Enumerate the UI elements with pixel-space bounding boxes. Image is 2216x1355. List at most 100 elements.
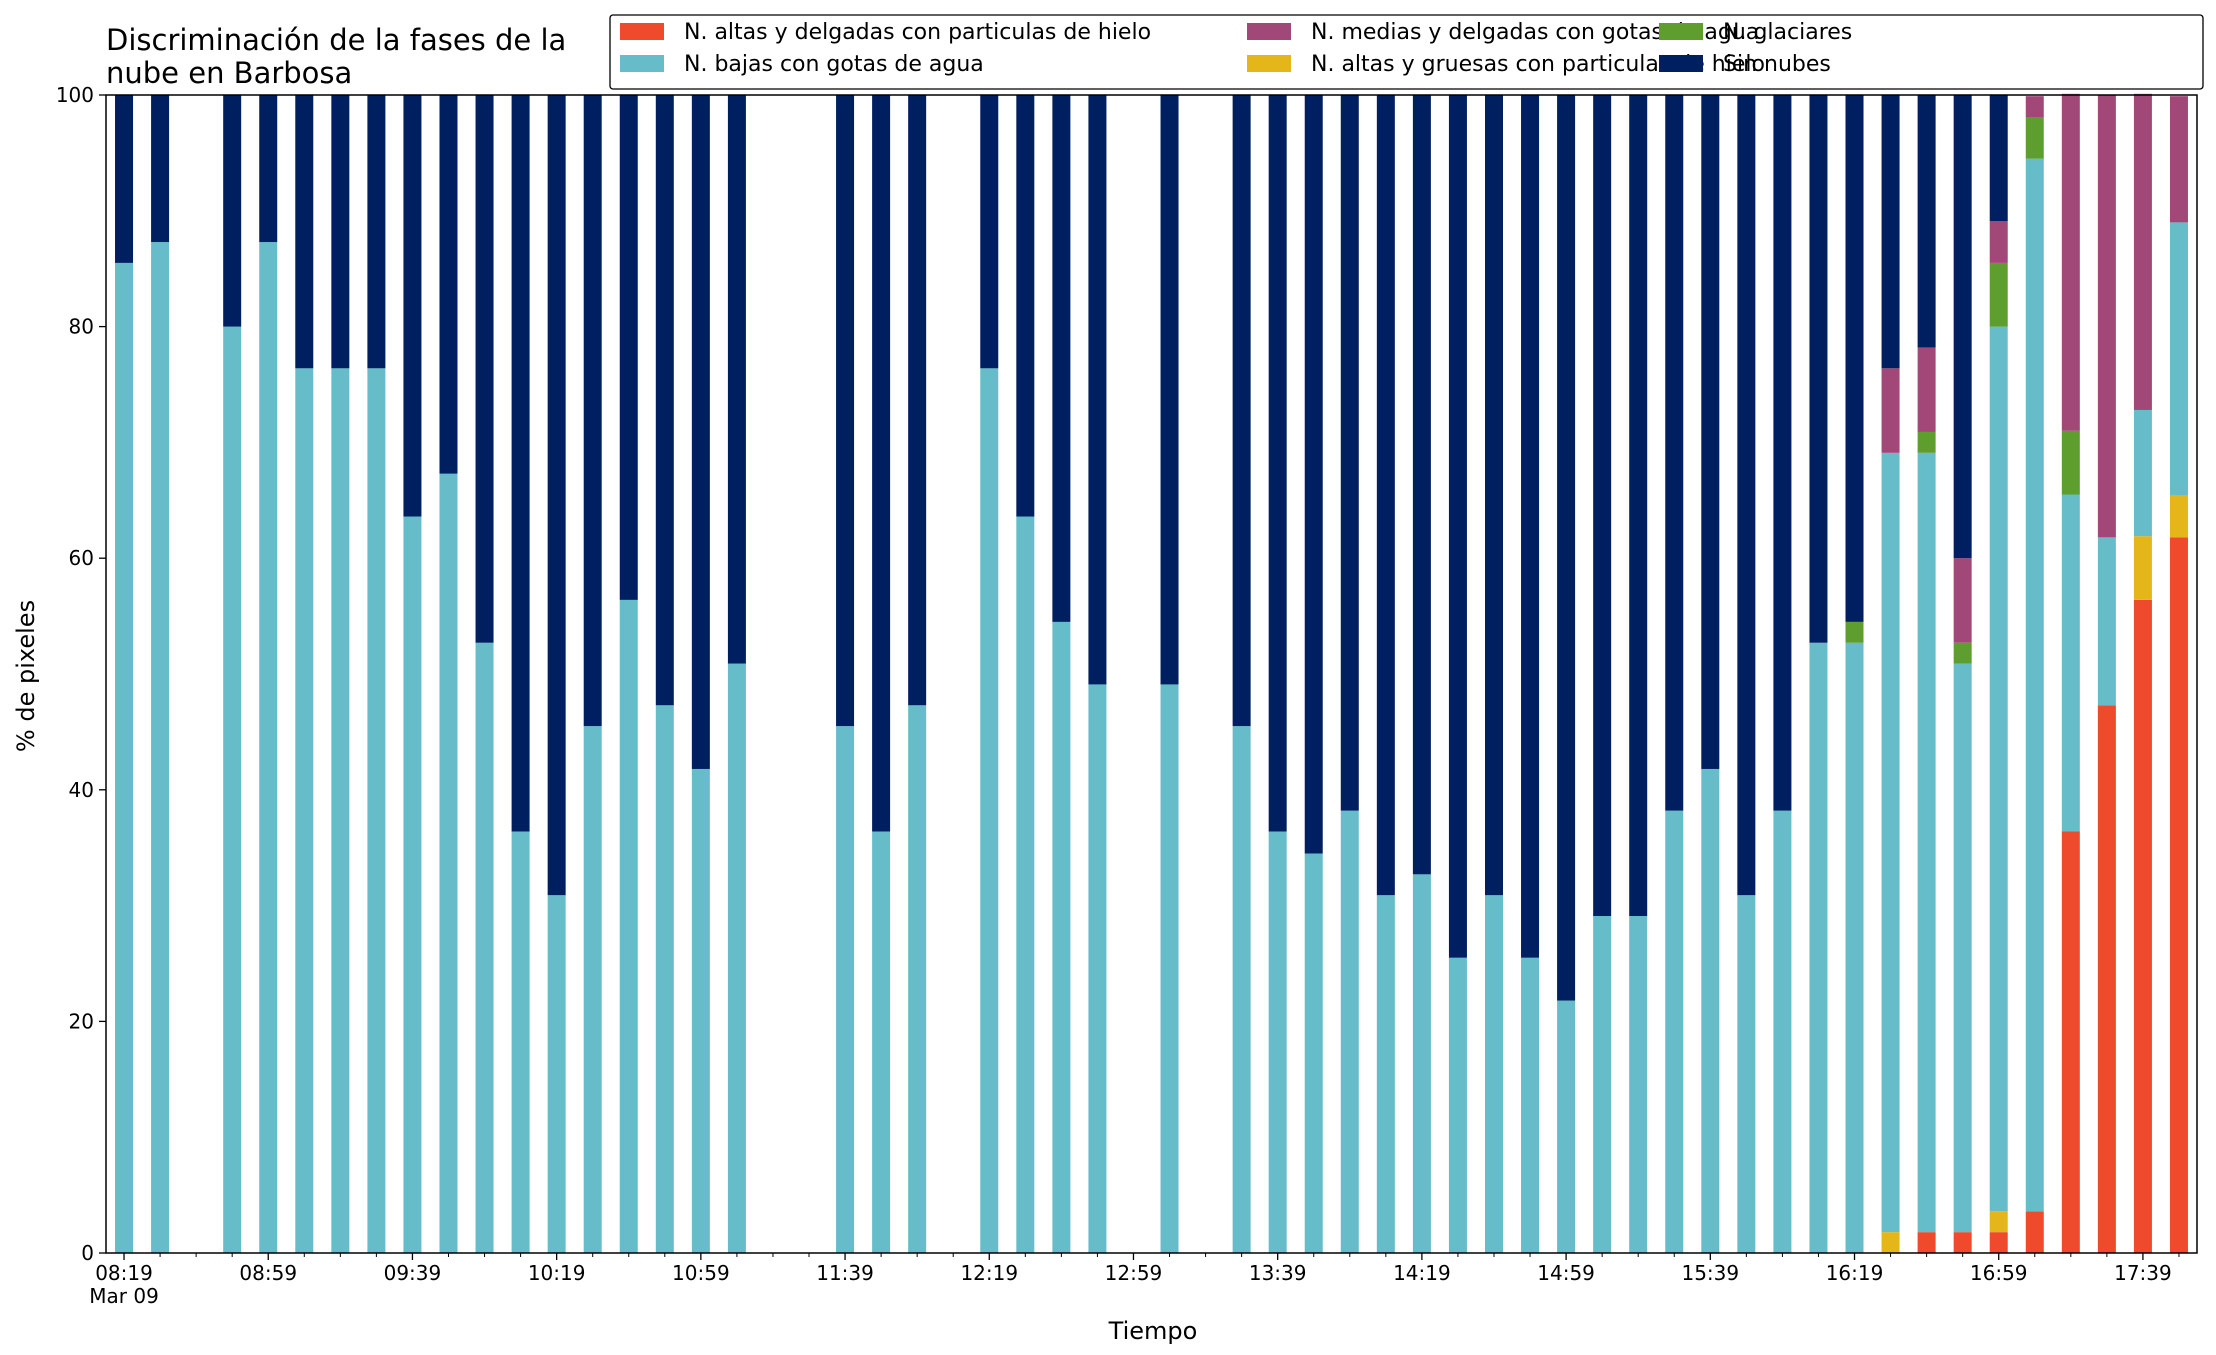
bar-segment-1439-s5 [1484, 95, 1503, 896]
legend-swatch [1247, 55, 1291, 72]
x-tick-label: 09:39 [384, 1261, 442, 1285]
bar-segment-1509-s2 [1593, 916, 1612, 1253]
bar-segment-1359-s2 [1340, 810, 1359, 1253]
bar-segment-1019-s2 [547, 895, 566, 1253]
bar-segment-0819-s5 [115, 95, 134, 263]
bar-segment-1659-s3 [1989, 262, 2008, 327]
bar-segment-0909-s2 [295, 368, 314, 1253]
bar-segment-1059-s2 [691, 768, 710, 1253]
bar-segment-1629-s5 [1881, 95, 1900, 369]
legend-swatch [620, 23, 664, 40]
bar-segment-1229-s5 [1016, 95, 1035, 517]
bar-segment-1029-s5 [583, 95, 602, 727]
bar-segment-1439-s2 [1484, 895, 1503, 1253]
x-tick-label: 10:59 [672, 1261, 730, 1285]
x-tick-label: 12:59 [1105, 1261, 1163, 1285]
bar-segment-1619-s2 [1845, 642, 1864, 1253]
y-tick-label: 20 [69, 1009, 94, 1033]
x-axis-title: Tiempo [1108, 1317, 1198, 1345]
bar-segment-1309-s5 [1160, 95, 1179, 685]
bar-segment-1559-s2 [1773, 810, 1792, 1253]
bar-segment-1039-s2 [619, 599, 638, 1253]
bar-segment-1409-s5 [1376, 95, 1395, 896]
bar-segment-1229-s2 [1016, 516, 1035, 1253]
bar-segment-1619-s5 [1845, 95, 1864, 622]
chart-title-line-2: nube en Barbosa [106, 56, 352, 90]
legend-swatch [1659, 55, 1703, 72]
bar-segment-1109-s5 [727, 95, 746, 664]
bar-segment-1539-s2 [1701, 768, 1720, 1253]
bar-segment-1249-s5 [1088, 95, 1107, 685]
bar-segment-0829-s2 [151, 242, 170, 1253]
bar-segment-1749-s2 [2169, 222, 2188, 496]
bar-segment-0909-s5 [295, 95, 314, 369]
x-tick-label: 16:59 [1970, 1261, 2028, 1285]
bar-segment-1709-s0 [2025, 1211, 2044, 1253]
plot-frame [105, 94, 2198, 1254]
bar-segment-1639-s4 [1917, 347, 1936, 432]
bar-segment-1309-s2 [1160, 684, 1179, 1253]
bar-segment-0859-s2 [259, 242, 278, 1253]
bar-segment-0919-s5 [331, 95, 350, 369]
bar-segment-1709-s3 [2025, 117, 2044, 159]
bar-segment-1659-s1 [1989, 1211, 2008, 1233]
bar-segment-1249-s2 [1088, 684, 1107, 1253]
bar-segment-0929-s5 [367, 95, 386, 369]
bar-segment-1749-s0 [2169, 537, 2188, 1253]
bar-segment-1219-s2 [980, 368, 999, 1253]
legend-label: Sin nubes [1723, 52, 1831, 77]
bar-series-group [115, 93, 2188, 1254]
x-tick-label: 13:39 [1249, 1261, 1307, 1285]
bar-segment-1359-s5 [1340, 95, 1359, 811]
x-tick-label: 17:39 [2114, 1261, 2172, 1285]
bar-segment-1419-s5 [1412, 95, 1431, 875]
bar-segment-1329-s2 [1232, 726, 1251, 1253]
x-tick-label: 14:59 [1537, 1261, 1595, 1285]
bar-segment-0919-s2 [331, 368, 350, 1253]
x-tick-label: 10:19 [528, 1261, 586, 1285]
y-axis-title: % de pixeles [12, 600, 40, 752]
bar-segment-1239-s5 [1052, 95, 1071, 622]
bar-segment-1629-s2 [1881, 452, 1900, 1233]
bar-segment-0939-s5 [403, 95, 422, 517]
bar-segment-0829-s5 [151, 95, 170, 243]
bar-segment-1219-s5 [980, 95, 999, 369]
bar-segment-1749-s1 [2169, 495, 2188, 538]
bar-segment-0949-s2 [439, 473, 458, 1253]
bar-segment-1529-s5 [1665, 95, 1684, 811]
bar-segment-1729-s0 [2097, 705, 2116, 1253]
bar-segment-1649-s3 [1953, 642, 1972, 664]
y-tick-label: 80 [69, 315, 94, 339]
bar-segment-0949-s5 [439, 95, 458, 474]
y-tick-label: 100 [56, 83, 94, 107]
bar-segment-1719-s2 [2061, 494, 2080, 832]
bar-segment-1739-s0 [2133, 599, 2152, 1253]
bar-segment-1609-s5 [1809, 95, 1828, 643]
bar-segment-1649-s0 [1953, 1232, 1972, 1253]
bar-segment-1339-s2 [1268, 831, 1287, 1253]
bar-segment-1529-s2 [1665, 810, 1684, 1253]
bar-segment-1049-s5 [655, 95, 674, 706]
bar-segment-0959-s2 [475, 642, 494, 1253]
bar-segment-1349-s5 [1304, 95, 1323, 854]
bar-segment-1509-s5 [1593, 95, 1612, 917]
bar-segment-1539-s5 [1701, 95, 1720, 769]
bar-segment-1629-s1 [1881, 1232, 1900, 1253]
bar-segment-1009-s5 [511, 95, 530, 832]
bar-segment-1009-s2 [511, 831, 530, 1253]
bar-segment-0929-s2 [367, 368, 386, 1253]
bar-segment-0819-s2 [115, 262, 134, 1253]
bar-segment-1639-s5 [1917, 95, 1936, 348]
bar-segment-1659-s5 [1989, 95, 2008, 222]
bar-segment-1139-s5 [836, 95, 855, 727]
bar-segment-1729-s2 [2097, 537, 2116, 706]
bar-segment-1429-s2 [1448, 957, 1467, 1253]
bar-segment-1049-s2 [655, 705, 674, 1253]
legend-label: N. glaciares [1723, 20, 1852, 45]
bar-segment-1659-s2 [1989, 326, 2008, 1212]
bar-segment-1659-s0 [1989, 1232, 2008, 1253]
legend-box [609, 14, 2204, 90]
bar-segment-1519-s5 [1629, 95, 1648, 917]
x-tick-label: 08:59 [239, 1261, 297, 1285]
bar-segment-1749-s4 [2169, 96, 2188, 223]
